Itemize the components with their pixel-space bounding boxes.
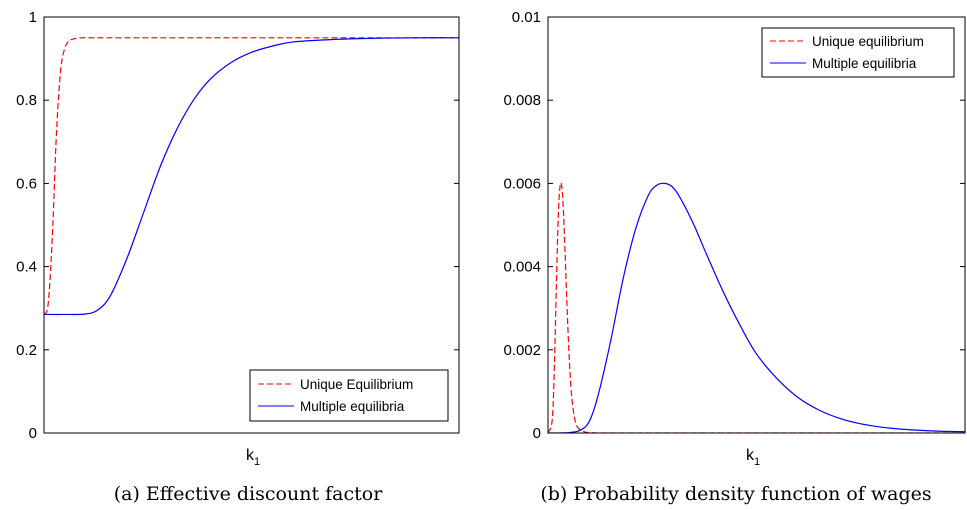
y-tick-label: 1 xyxy=(29,9,37,26)
legend-label-unique-equilibrium: Unique Equilibrium xyxy=(300,377,413,392)
y-tick-label: 0.2 xyxy=(16,342,37,359)
legend-box xyxy=(761,27,955,78)
y-tick-label: 0.002 xyxy=(503,342,541,359)
y-tick-label: 0.8 xyxy=(16,92,37,109)
panel-a-discount-factor: 0 0.2 0.4 0.6 0.8 1 k1 Unique Equilibrium Mul… xyxy=(16,9,460,505)
panel-b-axes-box xyxy=(547,16,966,434)
legend-box xyxy=(249,369,449,422)
panel-b-y-axis: 0 0.002 0.004 0.006 0.008 0.01 xyxy=(503,9,965,442)
y-tick-label: 0.4 xyxy=(16,259,37,276)
series-line-unique-equilibrium xyxy=(548,182,965,433)
y-tick-label: 0.6 xyxy=(16,175,37,192)
series-line-unique-equilibrium xyxy=(44,37,459,315)
panel-b-plot-area xyxy=(548,182,965,433)
panel-a-y-axis: 0 0.2 0.4 0.6 0.8 1 xyxy=(16,9,459,442)
panel-a-x-axis-label: k1 xyxy=(246,447,260,468)
panel-a-axes-box xyxy=(43,16,460,434)
panel-b-wage-density: 0 0.002 0.004 0.006 0.008 0.01 k1 Unique equi… xyxy=(503,9,966,505)
legend-label-multiple-equilibria: Multiple equilibria xyxy=(300,399,405,414)
y-tick-label: 0 xyxy=(29,425,37,442)
y-tick-label: 0.01 xyxy=(512,9,541,26)
panel-a-legend: Unique Equilibrium Multiple equilibria xyxy=(249,369,449,422)
series-line-multiple-equilibria xyxy=(548,182,965,433)
y-tick-label: 0 xyxy=(533,425,541,442)
y-tick-label: 0.008 xyxy=(503,92,541,109)
panel-b-legend: Unique equilibrium Multiple equilibria xyxy=(761,27,955,78)
legend-label-multiple-equilibria: Multiple equilibria xyxy=(812,56,917,71)
legend-label-unique-equilibrium: Unique equilibrium xyxy=(812,34,924,49)
panel-b-caption: (b) Probability density function of wage… xyxy=(540,483,931,505)
y-tick-label: 0.006 xyxy=(503,175,541,192)
panel-b-x-axis-label: k1 xyxy=(746,447,760,468)
panel-a-plot-area xyxy=(44,37,459,316)
y-tick-label: 0.004 xyxy=(503,259,541,276)
series-line-multiple-equilibria xyxy=(44,37,459,316)
panel-a-caption: (a) Effective discount factor xyxy=(114,483,383,505)
